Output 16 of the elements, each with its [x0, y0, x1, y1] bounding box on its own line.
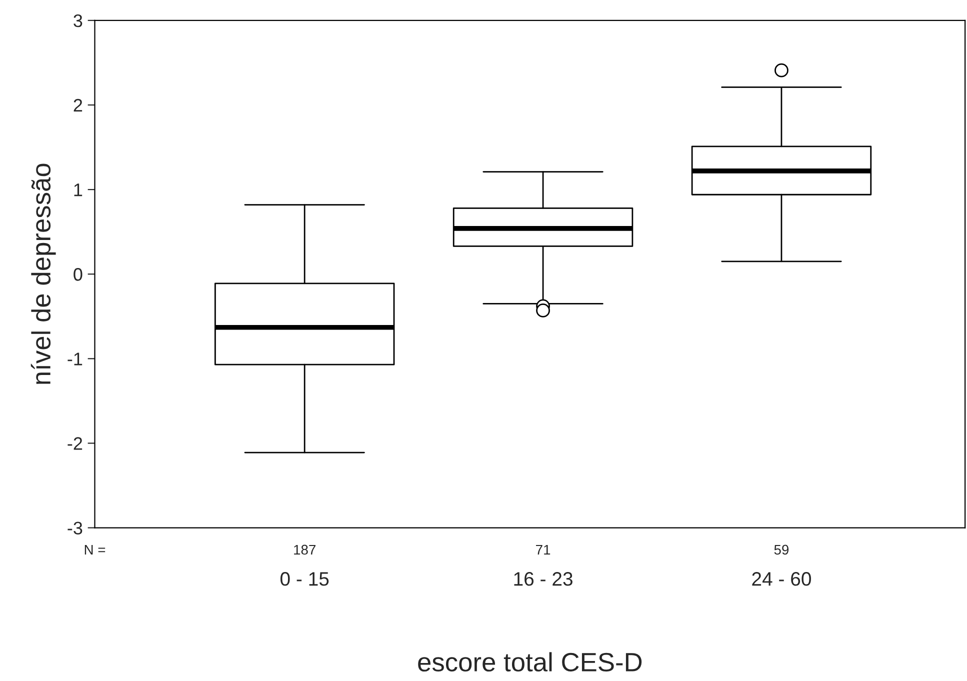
y-axis-title: nível de depressão [30, 164, 56, 384]
x-axis-title: escore total CES-D [418, 652, 642, 672]
text: 187 [294, 544, 316, 555]
x-tick-label: 0 - 15 [280, 572, 329, 586]
text: 59 [774, 544, 789, 555]
y-tick-label: 3 [74, 14, 82, 28]
y-tick-label: -2 [68, 437, 82, 450]
x-tick-label: 24 - 60 [752, 572, 811, 586]
y-tick-label: 2 [74, 98, 82, 112]
y-tick-label: -1 [68, 352, 82, 366]
x-tick-label: 16 - 23 [514, 572, 572, 586]
y-tick-label: -3 [68, 522, 82, 534]
y-tick-label: 0 [74, 268, 82, 281]
text: 71 [536, 544, 550, 555]
text: N = [84, 544, 106, 555]
y-tick-label: 1 [74, 184, 82, 196]
